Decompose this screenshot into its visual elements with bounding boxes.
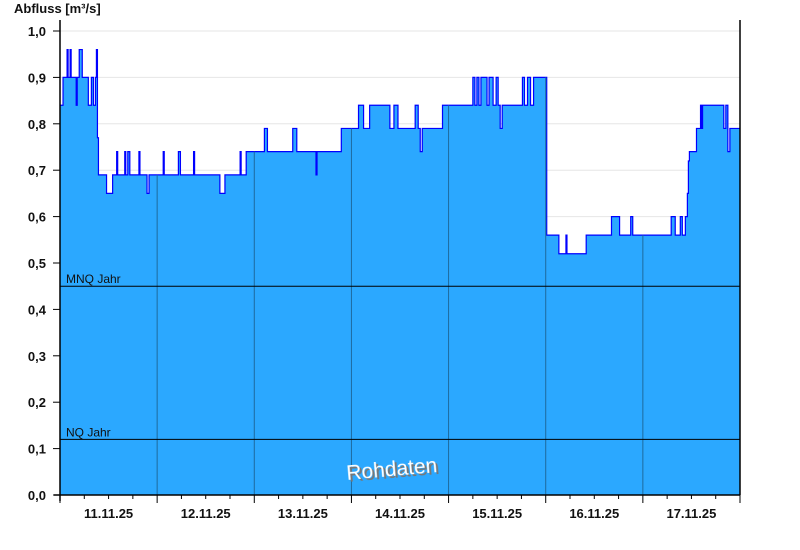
axes: 0,0 0,1 0,2 0,3 0,4 0,5 0,6 0,7 0,8 0,9 1,0 11.11.2… [28, 20, 741, 521]
y-tick-label: 0,7 [28, 163, 46, 178]
y-tick-label: 0,1 [28, 442, 46, 457]
y-axis-title: Abfluss [m³/s] [14, 1, 101, 16]
x-tick-label: 15.11.25 [472, 506, 522, 521]
x-tick-label: 17.11.25 [666, 506, 716, 521]
x-tick-label: 16.11.25 [569, 506, 619, 521]
y-tick-label: 0,3 [28, 349, 46, 364]
y-tick-label: 0,4 [28, 302, 47, 317]
y-tick-label: 0,5 [28, 256, 46, 271]
y-tick-label: 0,2 [28, 395, 46, 410]
y-tick-label: 0,8 [28, 117, 46, 132]
x-tick-label: 14.11.25 [375, 506, 425, 521]
x-tick-label: 11.11.25 [84, 506, 133, 521]
x-tick-label: 12.11.25 [181, 506, 231, 521]
y-tick-label: 0,6 [28, 210, 46, 225]
y-tick-label: 1,0 [28, 24, 46, 39]
discharge-area [60, 49, 740, 496]
y-tick-label: 0,0 [28, 488, 46, 503]
reference-line-label: MNQ Jahr [66, 272, 121, 286]
discharge-line [60, 48, 740, 255]
reference-line-label: NQ Jahr [66, 425, 111, 439]
x-tick-label: 13.11.25 [278, 506, 328, 521]
reference-lines: MNQ Jahr NQ Jahr [60, 272, 740, 440]
y-tick-label: 0,9 [28, 70, 46, 85]
